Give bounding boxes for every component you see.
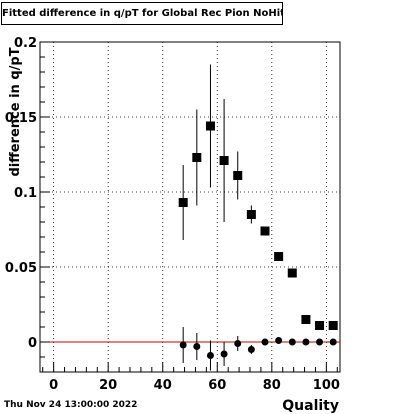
- data-point-square: [301, 315, 311, 324]
- data-point-circle: [329, 338, 337, 346]
- data-point-square: [328, 321, 338, 330]
- footer-date: Thu Nov 24 13:00:00 2022: [4, 400, 138, 410]
- data-point-square: [233, 171, 243, 180]
- data-point-square: [205, 121, 215, 131]
- data-point-circle: [275, 337, 283, 344]
- y-axis-label: difference in q/pT: [8, 47, 23, 176]
- data-point-circle: [206, 352, 214, 359]
- y-tick-label: 0.05: [5, 261, 37, 276]
- x-tick-label: 20: [99, 378, 117, 393]
- y-tick-label: 0.15: [5, 111, 37, 126]
- x-tick-label: 40: [154, 378, 172, 393]
- grid-layer: [40, 41, 340, 372]
- data-point-square: [246, 210, 256, 219]
- data-point-square: [178, 198, 188, 207]
- x-tick-label: 60: [208, 378, 226, 393]
- data-point-circle: [261, 338, 269, 346]
- y-tick-label: 0.1: [14, 186, 37, 201]
- y-tick-label: 0: [28, 336, 37, 351]
- data-point-circle: [302, 338, 310, 346]
- data-point-square: [219, 156, 229, 165]
- x-tick-label: 0: [49, 378, 58, 393]
- data-point-circle: [179, 341, 187, 349]
- data-point-circle: [234, 340, 242, 347]
- data-point-square: [274, 252, 284, 261]
- chart-title: Fitted difference in q/pT for Global Rec…: [1, 2, 283, 25]
- y-tick-label: 0.2: [14, 36, 37, 51]
- x-axis-label: Quality: [282, 398, 339, 414]
- error-bar-layer: [182, 64, 334, 371]
- data-point-square: [287, 268, 297, 278]
- data-point-square: [315, 321, 325, 330]
- data-point-square: [260, 226, 270, 236]
- data-point-circle: [316, 338, 324, 346]
- tick-layer: 0 20 40 60 80 100 0 0.05 0.1 0.15 0.2: [5, 36, 340, 393]
- data-point-square: [192, 153, 202, 162]
- x-tick-label: 100: [313, 378, 340, 393]
- data-point-circle: [220, 350, 228, 358]
- x-tick-label: 80: [263, 378, 281, 393]
- data-point-circle: [288, 338, 296, 346]
- data-point-circle: [193, 343, 201, 350]
- data-point-circle: [247, 346, 255, 353]
- plot-frame: [39, 41, 341, 373]
- marker-layer: [178, 121, 338, 359]
